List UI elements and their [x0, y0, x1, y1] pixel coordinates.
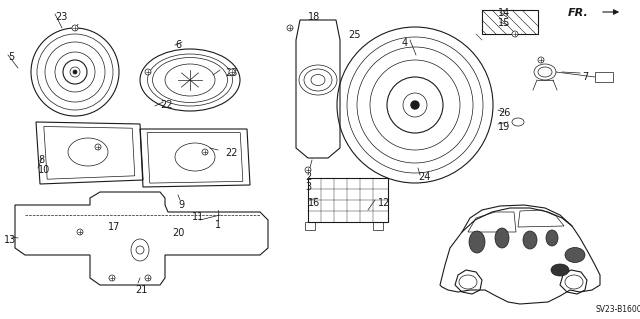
Text: 15: 15 — [498, 18, 510, 28]
Ellipse shape — [523, 231, 537, 249]
Text: 6: 6 — [175, 40, 181, 50]
Text: 25: 25 — [348, 30, 360, 40]
Circle shape — [411, 101, 419, 109]
Text: 4: 4 — [402, 38, 408, 48]
Circle shape — [202, 149, 208, 155]
Text: 5: 5 — [8, 52, 14, 62]
Circle shape — [305, 167, 311, 173]
Circle shape — [538, 57, 544, 63]
Circle shape — [145, 275, 151, 281]
Text: 19: 19 — [498, 122, 510, 132]
Text: 22: 22 — [225, 148, 237, 158]
Text: 14: 14 — [498, 8, 510, 18]
Text: 9: 9 — [178, 200, 184, 210]
Text: 24: 24 — [418, 172, 430, 182]
Text: 12: 12 — [378, 198, 390, 208]
Circle shape — [109, 275, 115, 281]
Circle shape — [229, 69, 235, 75]
Text: 11: 11 — [192, 212, 204, 222]
Text: 13: 13 — [4, 235, 16, 245]
Text: 17: 17 — [108, 222, 120, 232]
Circle shape — [287, 25, 293, 31]
Text: 23: 23 — [55, 12, 67, 22]
Text: 7: 7 — [582, 72, 588, 82]
Text: 8: 8 — [38, 155, 44, 165]
Text: FR.: FR. — [568, 8, 589, 18]
Text: 18: 18 — [308, 12, 320, 22]
Text: 16: 16 — [308, 198, 320, 208]
Circle shape — [73, 70, 77, 74]
Text: 20: 20 — [172, 228, 184, 238]
Text: 26: 26 — [498, 108, 510, 118]
Circle shape — [512, 31, 518, 37]
Ellipse shape — [551, 264, 569, 276]
Text: 21: 21 — [135, 285, 147, 295]
Text: 22: 22 — [160, 100, 173, 110]
Text: SV23-B1600: SV23-B1600 — [595, 305, 640, 314]
Text: 10: 10 — [38, 165, 51, 175]
Text: 3: 3 — [305, 182, 311, 192]
Circle shape — [77, 229, 83, 235]
Text: 1: 1 — [215, 220, 221, 230]
Ellipse shape — [546, 230, 558, 246]
Circle shape — [145, 69, 151, 75]
Ellipse shape — [469, 231, 485, 253]
Circle shape — [95, 144, 101, 150]
Text: 2: 2 — [305, 172, 311, 182]
Circle shape — [72, 25, 78, 31]
Ellipse shape — [565, 248, 585, 263]
Ellipse shape — [495, 228, 509, 248]
Text: 23: 23 — [225, 68, 237, 78]
